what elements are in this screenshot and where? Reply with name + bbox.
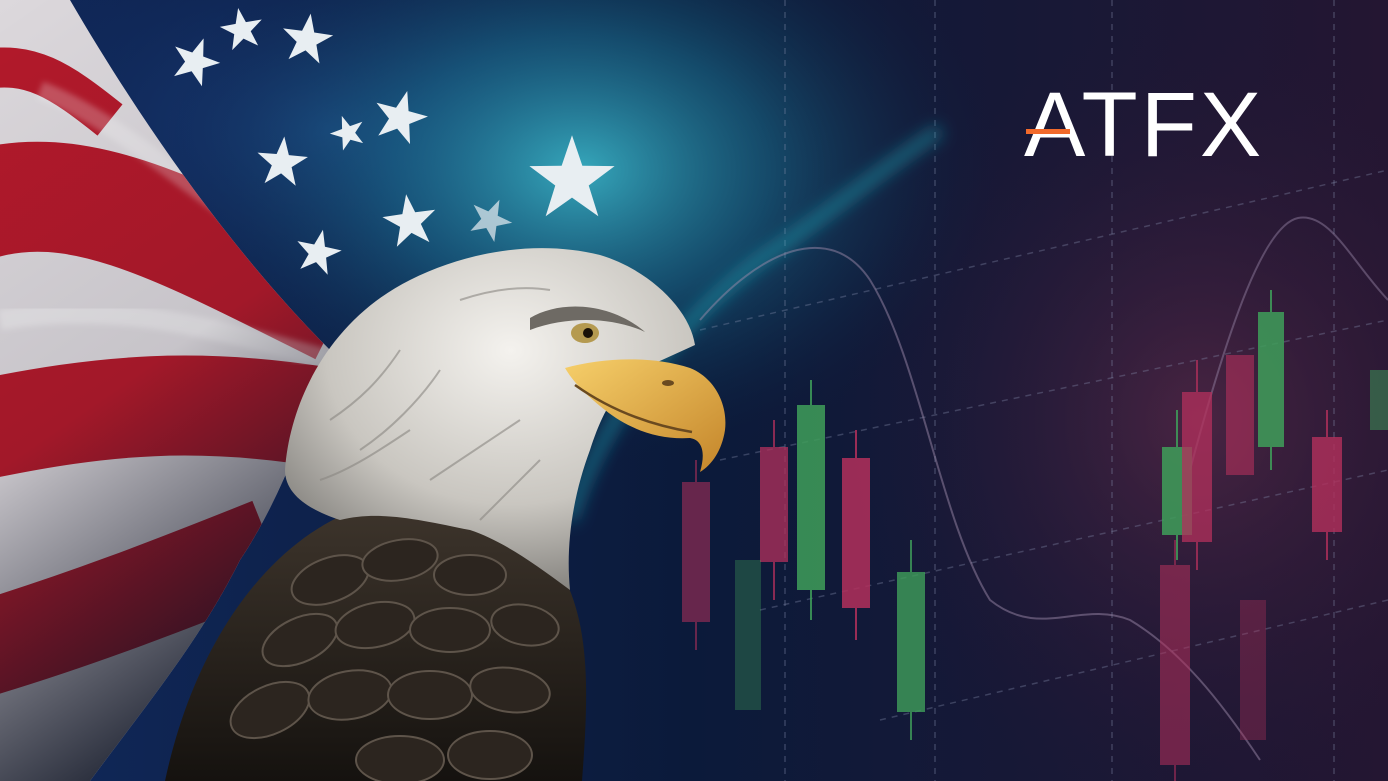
- eagle-beak: [565, 359, 726, 472]
- candlestick: [760, 420, 788, 600]
- candlestick: [897, 540, 925, 740]
- chart-grid: [699, 0, 1388, 781]
- candlestick: [682, 460, 710, 650]
- beak-nostril: [662, 380, 674, 386]
- candlestick: [1312, 410, 1342, 560]
- candlestick: [1160, 540, 1190, 781]
- candlestick: [1182, 360, 1212, 570]
- candlestick: [1226, 355, 1254, 475]
- beak-line: [574, 383, 693, 434]
- logo-accent: [1026, 129, 1070, 134]
- candlestick: [735, 560, 761, 710]
- candlestick: [1258, 290, 1284, 470]
- eagle-pupil: [583, 328, 593, 338]
- candlestick: [1370, 370, 1388, 430]
- candlesticks: [682, 290, 1388, 781]
- logo-text: ATFX: [1024, 74, 1264, 176]
- candlestick: [797, 380, 825, 620]
- atfx-logo: ATFX: [1024, 74, 1264, 176]
- eagle-brow: [530, 306, 645, 332]
- candlestick: [1240, 600, 1266, 740]
- candlestick: [842, 430, 870, 640]
- bald-eagle: [165, 248, 726, 781]
- eagle-feathers: [229, 538, 560, 781]
- head-feather-texture: [319, 287, 551, 521]
